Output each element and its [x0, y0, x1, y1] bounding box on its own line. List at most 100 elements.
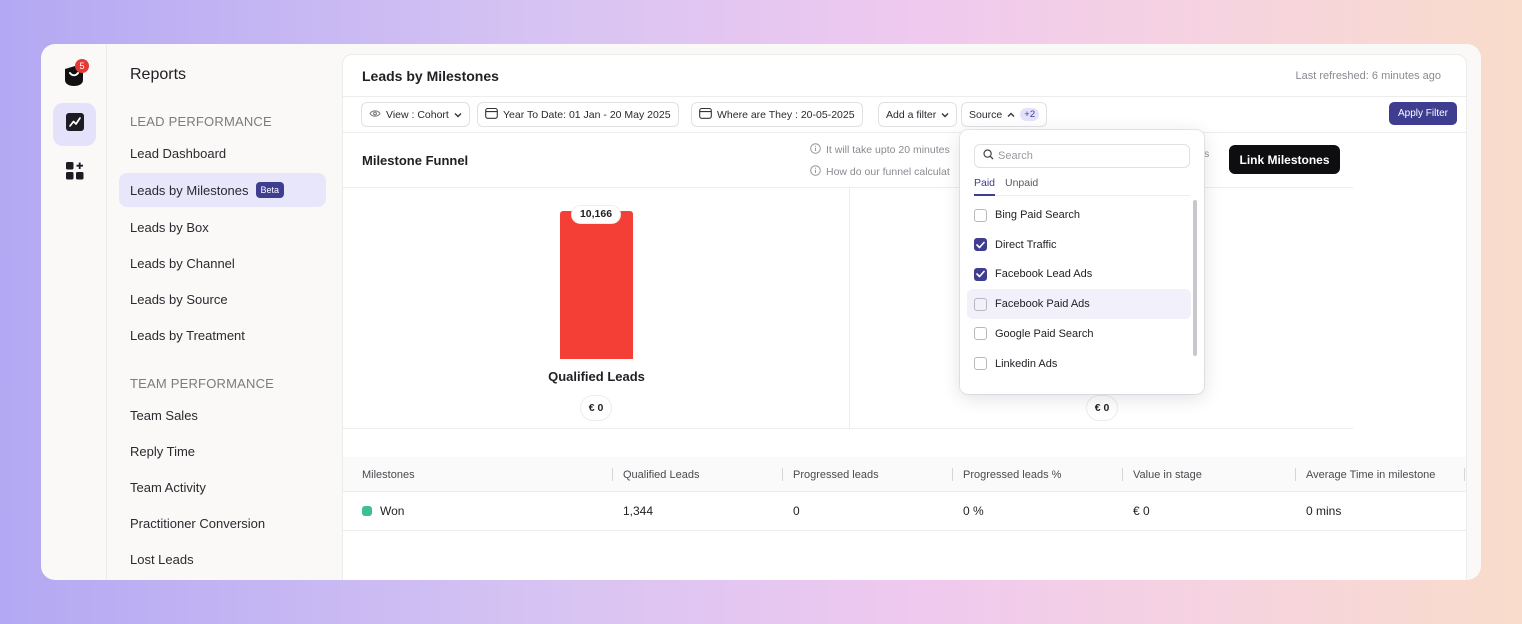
- checkbox-checked-icon[interactable]: [974, 238, 987, 252]
- add-widget-icon: [65, 162, 84, 185]
- where-are-they-filter[interactable]: Where are They : 20-05-2025: [691, 102, 863, 127]
- calendar-icon: [485, 107, 498, 122]
- sidebar-item-leads-by-box[interactable]: Leads by Box: [130, 219, 209, 235]
- source-option[interactable]: Facebook Lead Ads: [967, 259, 1191, 289]
- sidebar-item-leads-by-channel[interactable]: Leads by Channel: [130, 255, 235, 271]
- value-in-stage-cell: € 0: [1133, 504, 1150, 518]
- sidebar-item-team-activity[interactable]: Team Activity: [130, 479, 206, 495]
- funnel-bar-eur-value: € 0: [1086, 395, 1118, 421]
- column-separator: [952, 468, 953, 481]
- source-option[interactable]: Facebook Paid Ads: [967, 289, 1191, 320]
- milestone-color-dot: [362, 506, 372, 516]
- checkbox-icon[interactable]: [974, 357, 987, 370]
- table-header: Progressed leads %: [963, 468, 1062, 481]
- view-filter-label: View : Cohort: [386, 108, 449, 121]
- progressed-leads-cell: 0: [793, 504, 800, 518]
- date-range-label: Year To Date: 01 Jan - 20 May 2025: [503, 108, 671, 121]
- sidebar-title: Reports: [130, 66, 187, 83]
- add-filter-dropdown[interactable]: Add a filter: [878, 102, 958, 127]
- funnel-divider: [849, 188, 850, 428]
- sidebar-item-leads-by-milestones[interactable]: Leads by Milestones Beta: [119, 173, 326, 207]
- funnel-bar-qualified-leads: [560, 211, 633, 359]
- funnel-bar-eur-value: € 0: [580, 395, 612, 421]
- info-note-calculation-text: How do our funnel calculat: [826, 166, 950, 178]
- source-option[interactable]: Bing Paid Search: [967, 200, 1191, 230]
- chart-icon: [65, 112, 85, 137]
- table-header: Average Time in milestone: [1306, 468, 1436, 481]
- table-header: Value in stage: [1133, 468, 1202, 481]
- search-placeholder: Search: [998, 150, 1033, 162]
- sidebar-item-practitioner-conversion[interactable]: Practitioner Conversion: [130, 515, 266, 531]
- add-filter-label: Add a filter: [886, 108, 937, 121]
- source-option-label: Direct Traffic: [995, 238, 1057, 251]
- checkbox-icon[interactable]: [974, 327, 987, 341]
- table-row[interactable]: Won 1,344 0 0 % € 0 0 mins: [343, 492, 1466, 531]
- tab-divider: [974, 195, 1190, 196]
- page-title: Leads by Milestones: [362, 68, 499, 84]
- column-separator: [1464, 468, 1465, 481]
- avg-time-cell: 0 mins: [1306, 504, 1342, 518]
- source-filter-dropdown[interactable]: Source +2: [961, 102, 1048, 127]
- view-filter-dropdown[interactable]: View : Cohort: [361, 102, 470, 127]
- link-milestones-button[interactable]: Link Milestones: [1229, 145, 1340, 174]
- active-tab-underline: [974, 194, 995, 196]
- source-dropdown-menu: Search Paid Unpaid Bing Paid Search Direc…: [960, 130, 1204, 394]
- reports-nav-button[interactable]: [53, 103, 96, 146]
- source-option[interactable]: Linkedin Ads: [967, 349, 1191, 379]
- section-lead-performance: LEAD PERFORMANCE: [130, 114, 272, 129]
- milestone-cell: Won: [362, 492, 404, 530]
- sidebar-item-leads-by-treatment[interactable]: Leads by Treatment: [130, 327, 245, 343]
- column-separator: [782, 468, 783, 481]
- info-note-calculation[interactable]: How do our funnel calculat: [810, 165, 950, 179]
- sidebar-item-reply-time[interactable]: Reply Time: [130, 443, 196, 459]
- checkbox-icon[interactable]: [974, 208, 987, 222]
- info-note-duration: It will take upto 20 minutes: [810, 143, 950, 157]
- source-option-label: Facebook Paid Ads: [995, 298, 1090, 311]
- info-icon: [810, 143, 821, 157]
- source-option[interactable]: Google Paid Search: [967, 319, 1191, 349]
- chevron-down-icon: [454, 109, 462, 121]
- chevron-up-icon: [1007, 109, 1015, 121]
- funnel-chart: 10,166 Qualified Leads € 0 € 0: [343, 187, 1353, 429]
- date-range-filter[interactable]: Year To Date: 01 Jan - 20 May 2025: [477, 102, 679, 127]
- section-team-performance: TEAM PERFORMANCE: [130, 376, 275, 391]
- table-header: Progressed leads: [793, 468, 879, 481]
- last-refreshed-text: Last refreshed: 6 minutes ago: [1295, 70, 1441, 82]
- source-option-label: Facebook Lead Ads: [995, 268, 1093, 281]
- dropdown-scrollbar[interactable]: [1193, 200, 1197, 356]
- column-separator: [1295, 468, 1296, 481]
- chevron-down-icon: [941, 109, 949, 121]
- source-option-label: Google Paid Search: [995, 327, 1094, 340]
- source-extra-count: +2: [1020, 108, 1040, 121]
- checkbox-icon[interactable]: [974, 297, 987, 311]
- tab-paid[interactable]: Paid: [974, 177, 996, 189]
- source-filter-label: Source: [969, 108, 1003, 121]
- source-option-label: Bing Paid Search: [995, 209, 1080, 221]
- table-header: Milestones: [362, 468, 415, 481]
- search-icon: [983, 149, 994, 163]
- tab-unpaid[interactable]: Unpaid: [1005, 177, 1039, 189]
- qualified-leads-cell: 1,344: [623, 504, 654, 518]
- funnel-bar-value: 10,166: [572, 206, 620, 223]
- milestone-name: Won: [380, 504, 405, 518]
- app-window: 5 Reports LEAD PERFORMANCE L: [41, 44, 1481, 580]
- table-header: Qualified Leads: [623, 468, 700, 481]
- checkbox-checked-icon[interactable]: [974, 267, 987, 281]
- apply-filter-button[interactable]: Apply Filter: [1388, 102, 1457, 125]
- sidebar-item-leads-by-source[interactable]: Leads by Source: [130, 291, 228, 307]
- where-are-they-label: Where are They : 20-05-2025: [717, 108, 855, 121]
- column-separator: [1122, 468, 1123, 481]
- beta-badge: Beta: [255, 182, 285, 198]
- column-separator: [612, 468, 613, 481]
- source-search-input[interactable]: Search: [974, 144, 1190, 168]
- info-icon: [810, 165, 821, 179]
- apps-nav-button[interactable]: [53, 152, 96, 195]
- sidebar-item-lead-dashboard[interactable]: Lead Dashboard: [130, 145, 227, 161]
- eye-icon: [369, 109, 381, 121]
- source-option[interactable]: Direct Traffic: [967, 230, 1191, 260]
- info-note-tail: s: [1204, 148, 1210, 160]
- sidebar-item-lost-leads[interactable]: Lost Leads: [130, 551, 194, 567]
- info-note-duration-text: It will take upto 20 minutes: [826, 144, 950, 156]
- calendar-icon: [699, 107, 712, 122]
- sidebar-item-team-sales[interactable]: Team Sales: [130, 407, 198, 423]
